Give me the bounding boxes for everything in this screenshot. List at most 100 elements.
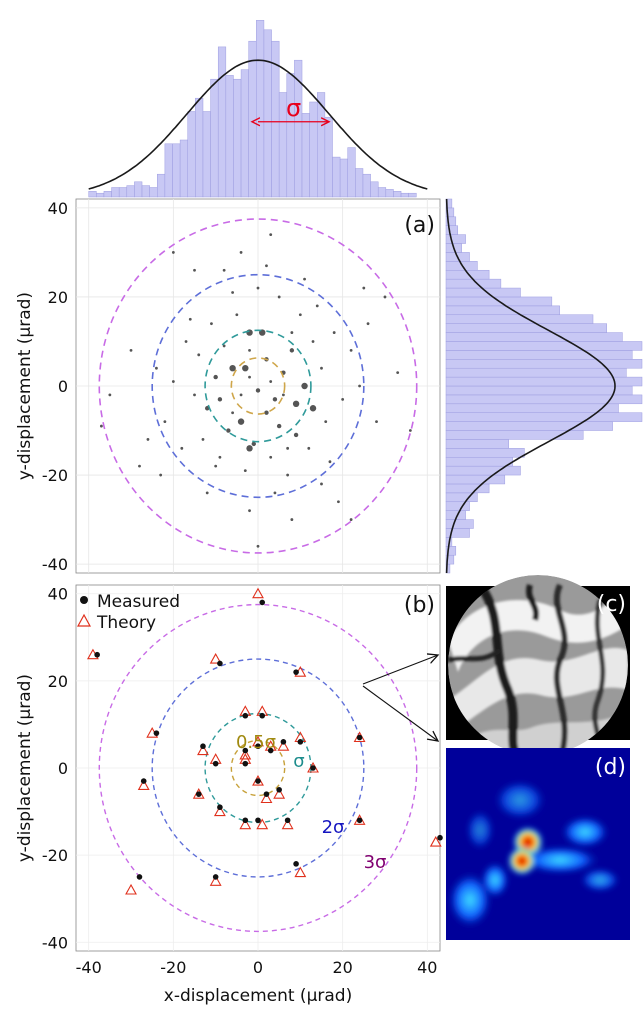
panel-a: -40 -20 0 20 40 (a) y-displacement (μrad) — [15, 198, 441, 574]
scatter-point — [193, 393, 196, 397]
scatter-point — [239, 251, 243, 254]
top-histogram: σ — [88, 20, 428, 198]
scatter-point — [159, 473, 163, 477]
scatter-point — [320, 366, 323, 370]
panel-a-points — [99, 233, 412, 548]
top-hist-bar — [256, 20, 265, 198]
sigma-label: σ — [286, 94, 301, 122]
measured-point — [94, 651, 100, 658]
right-hist-bar — [445, 350, 633, 360]
measured-point — [310, 765, 316, 771]
scatter-point — [193, 268, 196, 272]
measured-point — [293, 861, 299, 867]
measured-point — [242, 817, 249, 824]
right-hist-bar — [445, 528, 470, 538]
theory-point — [260, 792, 273, 804]
sigma-circle — [230, 357, 286, 415]
legend: Measured Theory — [76, 592, 180, 633]
measured-point — [276, 786, 282, 793]
scatter-point — [108, 393, 112, 397]
scatter-point — [366, 322, 370, 326]
scatter-point — [289, 348, 295, 353]
measured-point — [217, 804, 223, 811]
y-tick-label: -20 — [42, 466, 68, 485]
scatter-point — [197, 353, 201, 357]
top-hist-bar — [141, 185, 150, 198]
top-hist-bar — [339, 158, 348, 198]
scatter-point — [269, 380, 273, 383]
scatter-point — [251, 441, 256, 447]
scatter-point — [235, 313, 239, 317]
scatter-point — [311, 340, 315, 343]
scatter-point — [320, 482, 323, 486]
measured-point — [242, 747, 249, 754]
scatter-point — [408, 429, 412, 432]
scatter-point — [362, 286, 366, 290]
sigma-circle — [98, 603, 418, 933]
scatter-point — [301, 382, 308, 390]
sigma-circle — [151, 658, 365, 878]
top-hist-bar — [324, 116, 333, 198]
measured-point — [255, 778, 261, 784]
scatter-point — [328, 460, 332, 464]
right-hist-bar — [445, 421, 613, 431]
measured-point — [212, 760, 219, 767]
measured-point — [263, 791, 270, 797]
right-hist-bar — [445, 519, 474, 529]
theory-point — [281, 818, 294, 830]
right-hist-bar — [445, 341, 643, 351]
right-histogram-bars — [445, 198, 643, 574]
scatter-point — [188, 317, 192, 321]
theory-point — [239, 818, 252, 830]
top-hist-bar — [210, 78, 219, 198]
panel-b-grid — [76, 585, 440, 951]
measured-point — [356, 734, 363, 741]
measured-point — [153, 730, 160, 736]
scatter-point — [272, 397, 278, 402]
scatter-point — [237, 418, 245, 425]
y-tick-label: -20 — [42, 846, 68, 865]
right-hist-bar — [445, 323, 607, 333]
scatter-point — [226, 428, 231, 433]
scatter-point — [358, 384, 361, 388]
sigma-circle — [98, 218, 418, 554]
scatter-point — [222, 268, 226, 272]
panel-a-label: (a) — [404, 213, 435, 238]
x-tick-label: 0 — [253, 958, 263, 977]
scatter-point — [315, 304, 319, 308]
scatter-point — [201, 438, 205, 441]
scatter-point — [307, 446, 311, 450]
top-hist-bar — [217, 46, 227, 198]
top-hist-bar — [179, 139, 188, 198]
theory-point — [252, 587, 264, 599]
right-hist-bar — [445, 456, 513, 467]
top-hist-bar — [248, 40, 257, 198]
measured-point — [136, 874, 143, 880]
legend-theory-marker — [76, 613, 92, 627]
scatter-point — [217, 397, 223, 402]
x-tick-label: 40 — [417, 958, 437, 977]
theory-point — [197, 744, 209, 756]
right-hist-bar — [445, 269, 490, 280]
scatter-point — [171, 251, 175, 254]
right-hist-bar — [445, 403, 619, 413]
top-hist-bar — [172, 143, 181, 198]
scatter-point — [290, 518, 294, 521]
scatter-point — [129, 348, 133, 352]
x-tick-label: 20 — [332, 958, 352, 977]
y-tick-label: 40 — [48, 585, 68, 604]
scatter-point — [341, 397, 345, 401]
top-hist-bar — [225, 75, 234, 198]
scatter-point — [163, 420, 167, 424]
scatter-point — [396, 371, 400, 375]
top-hist-bar — [195, 97, 204, 198]
circle-label-3sigma: 3σ — [364, 852, 387, 873]
top-hist-bar — [263, 29, 272, 198]
top-hist-bar — [240, 69, 249, 198]
measured-point — [280, 739, 287, 745]
measured-point — [284, 817, 291, 824]
top-hist-bar — [408, 192, 417, 198]
top-hist-bar — [111, 187, 120, 198]
top-hist-bar — [126, 185, 135, 198]
